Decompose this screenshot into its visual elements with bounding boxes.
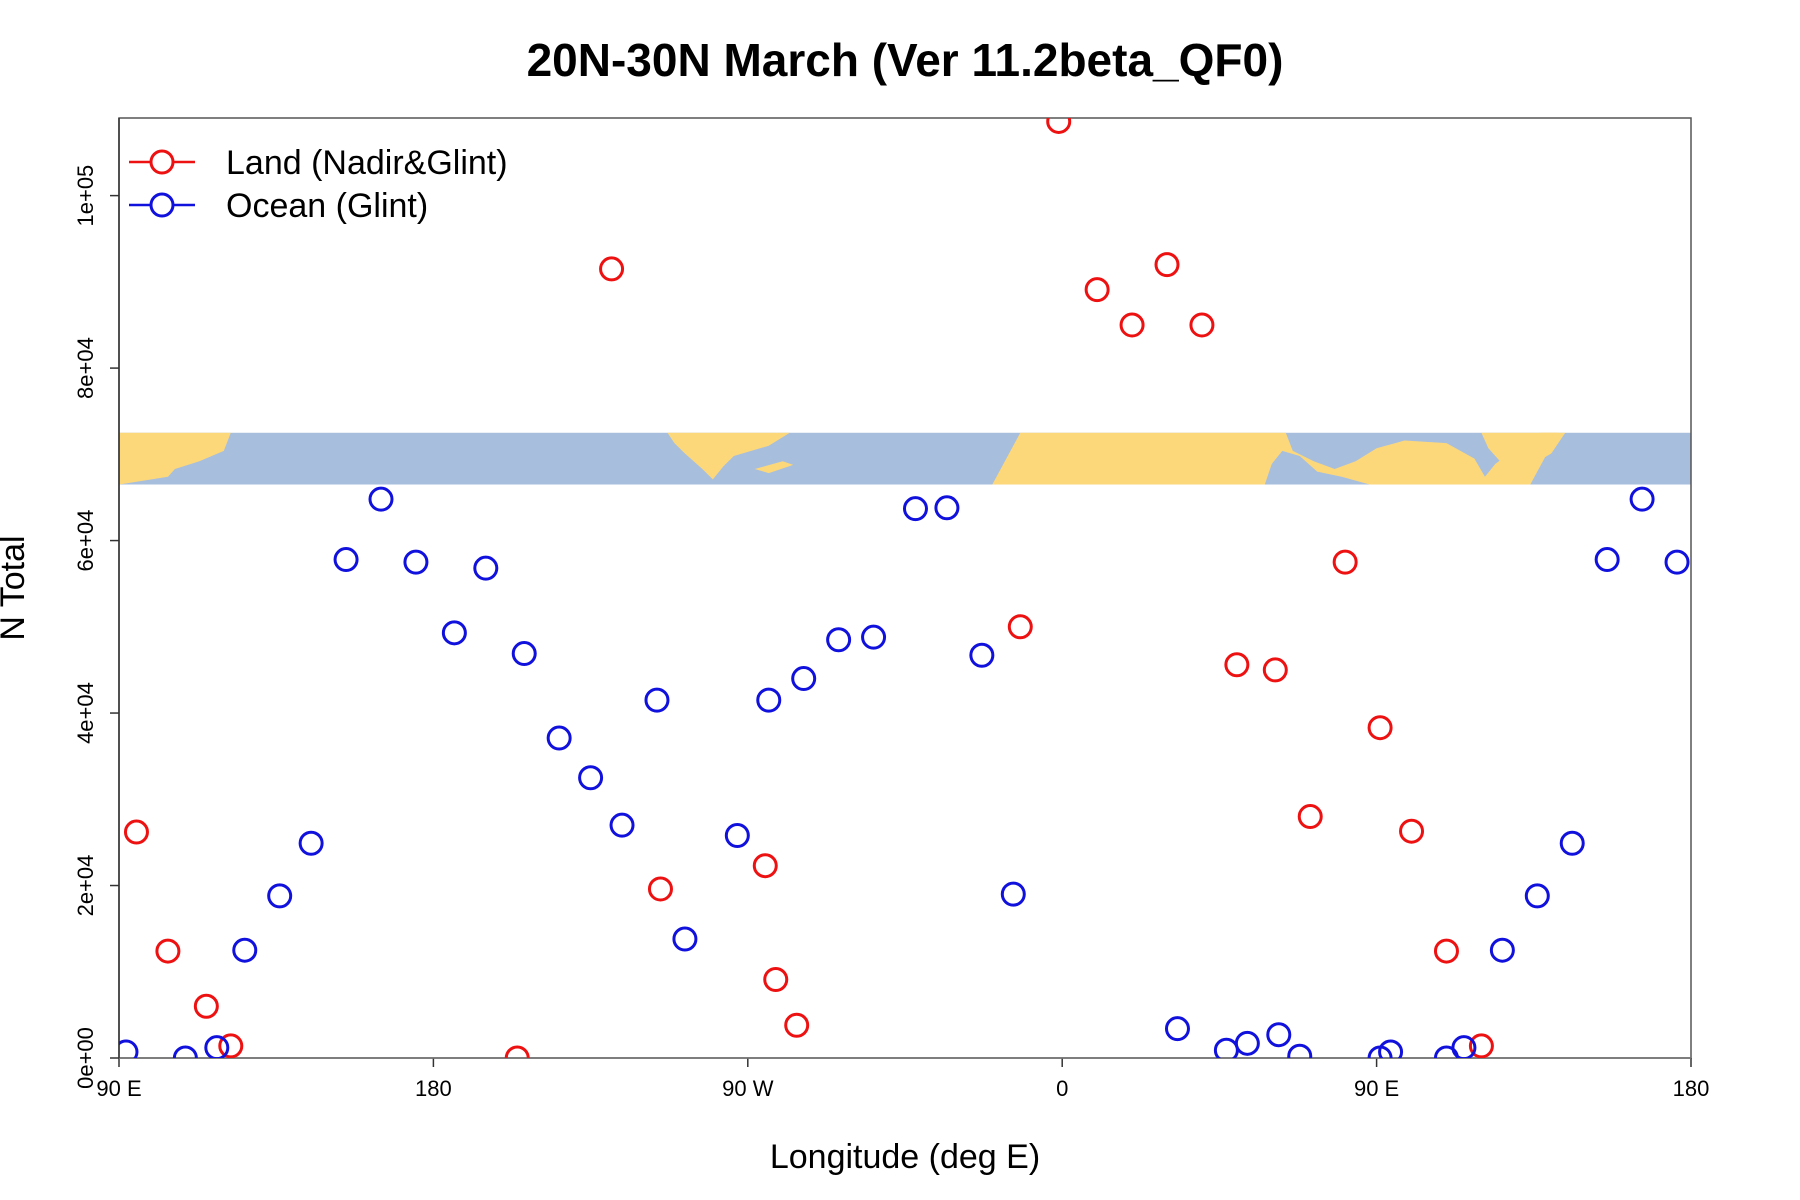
y-axis: 0e+00 2e+04 4e+04 6e+04 8e+04 1e+05 [73,118,120,1089]
y-tick-label: 4e+04 [73,682,98,744]
land-point [1224,652,1250,678]
land-point [193,993,219,1019]
land-point [1046,118,1072,134]
legend-label-ocean: Ocean (Glint) [226,187,428,225]
land-point [647,876,673,902]
ocean-point [1378,1039,1404,1058]
ocean-point [609,812,635,838]
legend-label-land: Land (Nadir&Glint) [226,144,508,182]
x-tick-label: 90 W [722,1076,774,1101]
map-land-asia-west [119,432,231,485]
y-tick-label: 1e+05 [73,165,98,227]
land-point [1332,549,1358,575]
y-tick-label: 6e+04 [73,510,98,572]
ocean-point [232,937,258,963]
map-land-cuba [754,461,794,474]
land-point [1297,804,1323,830]
legend: Land (Nadir&Glint) Ocean (Glint) [129,144,508,225]
x-axis: 90 E 180 90 W 0 90 E 180 [96,1057,1710,1101]
land-point [599,256,625,282]
ocean-point [826,627,852,653]
ocean-point [1489,937,1515,963]
legend-marker-land [149,149,175,175]
map-land-north-america [667,432,790,480]
land-point [1468,1033,1494,1058]
land-point [1007,614,1033,640]
ocean-point [368,486,394,512]
plot-frame [118,117,1692,1059]
x-tick-label: 180 [1673,1076,1710,1101]
ocean-point [403,549,429,575]
ocean-point [1629,486,1655,512]
ocean-point [934,495,960,521]
ocean-point [1000,881,1026,907]
ocean-point [511,641,537,667]
y-axis-label: N Total [0,535,32,640]
land-point [784,1012,810,1038]
land-point [218,1033,244,1058]
ocean-point [791,666,817,692]
land-point [1189,312,1215,338]
y-tick-label: 0e+00 [73,1027,98,1089]
ocean-point [1266,1022,1292,1048]
map-land-china [1481,432,1566,472]
legend-marker-ocean [149,192,175,218]
ocean-point [1164,1016,1190,1042]
ocean-point [1594,547,1620,573]
ocean-point [1664,549,1690,575]
ocean-point [204,1035,230,1058]
ocean-point [1524,883,1550,909]
ocean-point [1433,1045,1459,1058]
x-tick-label: 180 [415,1076,452,1101]
land-point [1154,252,1180,278]
ocean-point [578,765,604,791]
ocean-point [441,620,467,646]
ocean-point [119,1039,139,1058]
land-point [763,967,789,993]
ocean-point [546,725,572,751]
land-point [155,938,181,964]
ocean-point [473,555,499,581]
land-point [1084,277,1110,303]
ocean-point [172,1045,198,1058]
land-point [504,1045,530,1058]
x-tick-label: 90 E [1354,1076,1399,1101]
ocean-point [1559,830,1585,856]
ocean-point [333,547,359,573]
ocean-point [267,883,293,909]
land-point [1119,312,1145,338]
y-tick-label: 8e+04 [73,337,98,399]
x-tick-label: 0 [1056,1076,1068,1101]
ocean-point [1287,1043,1313,1058]
x-axis-label: Longitude (deg E) [770,1138,1040,1176]
ocean-point [298,830,324,856]
land-point [1433,938,1459,964]
chart-title: 20N-30N March (Ver 11.2beta_QF0) [527,34,1284,86]
land-point [1262,657,1288,683]
map-land-africa-asia [992,432,1559,485]
y-tick-label: 2e+04 [73,855,98,917]
ocean-point [724,823,750,849]
land-point [1399,818,1425,844]
ocean-point [756,687,782,713]
land-point [752,853,778,879]
ocean-point [1234,1030,1260,1056]
land-point [123,819,149,845]
ocean-point [672,926,698,952]
ocean-point [644,687,670,713]
ocean-point [969,642,995,668]
world-map-band [119,432,1691,485]
land-point [1367,715,1393,741]
ocean-point [902,496,928,522]
ocean-point [861,624,887,650]
data-points [119,118,1690,1058]
ocean-point [1451,1035,1477,1058]
x-tick-label: 90 E [96,1076,141,1101]
